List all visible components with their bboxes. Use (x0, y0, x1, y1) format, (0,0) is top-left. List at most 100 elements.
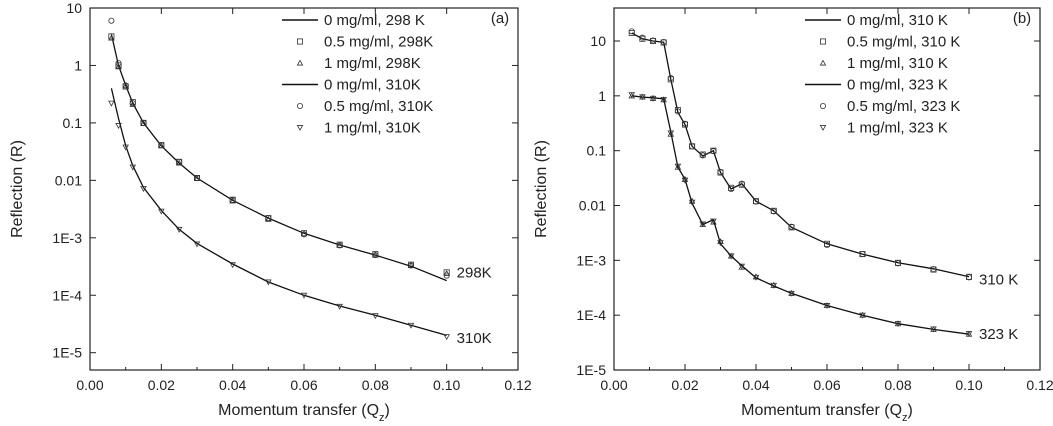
data-point (336, 303, 343, 310)
data-point (443, 269, 450, 276)
legend-label: 1 mg/ml, 310 K (847, 55, 948, 72)
data-point (115, 62, 122, 69)
data-point (823, 303, 831, 309)
data-point (300, 292, 308, 299)
series-5 (108, 100, 450, 341)
data-point (894, 321, 902, 328)
x-tick-label: 0.06 (813, 377, 840, 393)
series-4 (628, 28, 973, 281)
legend-label: 0.5 mg/ml, 310 K (847, 34, 960, 51)
data-point (966, 274, 973, 281)
series-line (110, 88, 447, 337)
series-5 (628, 92, 973, 338)
x-axis-title: Momentum transfer (Qz) (218, 402, 390, 424)
data-point (895, 260, 902, 267)
x-axis-close-paren: ) (908, 402, 913, 419)
legend-entry: 1 mg/ml, 323 K (819, 120, 948, 137)
data-point (122, 82, 129, 89)
legend-entry: 0.5 mg/ml, 310 K (820, 34, 960, 51)
x-tick-label: 0.06 (290, 377, 317, 393)
x-tick-label: 0.08 (362, 377, 389, 393)
x-tick-label: 0.04 (742, 377, 769, 393)
legend-label: 0.5 mg/ml, 298K (324, 34, 433, 51)
legend-marker (819, 125, 827, 131)
data-point (229, 262, 236, 269)
data-point (639, 94, 646, 101)
curve-annotation: 310 K (979, 271, 1018, 288)
panel-b: 0.00 0.02 0.04 0.06 0.08 0.10 0.12 10 1 0.1 0.01 1E… (533, 7, 1053, 424)
x-axis-subscript: z (902, 412, 908, 424)
legend-label: 1 mg/ml, 323 K (847, 120, 948, 137)
data-point (738, 180, 745, 187)
data-point (108, 17, 115, 24)
data-point (710, 218, 717, 225)
data-point (265, 279, 272, 286)
legend-marker (820, 103, 827, 110)
y-tick-label: 1E-4 (52, 287, 82, 303)
data-point (336, 242, 343, 249)
x-tick-label: 0.02 (148, 377, 175, 393)
y-axis-title: Reflection (R) (533, 140, 550, 238)
x-tick-label: 0.04 (219, 377, 246, 393)
x-tick-label: 0.00 (76, 377, 103, 393)
legend-label: 0.5 mg/ml, 323 K (847, 98, 960, 115)
data-point (115, 123, 122, 129)
legend-entry: 0.5 mg/ml, 310K (296, 98, 433, 115)
data-point (628, 29, 635, 36)
data-point (682, 120, 689, 127)
data-point (930, 266, 937, 273)
series-line (631, 32, 970, 278)
data-point (372, 313, 379, 320)
y-tick-label: 10 (66, 0, 82, 16)
data-point (265, 215, 272, 222)
legend-entry: 0 mg/ml, 310 K (805, 12, 948, 29)
data-point (770, 208, 777, 215)
x-tick-label: 0.02 (671, 377, 698, 393)
legend-entry: 0 mg/ml, 298 K (282, 12, 425, 29)
plot-frame (89, 7, 519, 371)
series-3 (110, 88, 447, 337)
data-point (300, 231, 307, 238)
legend-entry: 1 mg/ml, 310 K (819, 55, 948, 72)
data-point (372, 252, 379, 259)
data-point (639, 34, 646, 41)
data-point (115, 60, 122, 67)
legend-label: 0.5 mg/ml, 310K (324, 98, 433, 115)
panel-label: (b) (1013, 10, 1031, 27)
legend-marker (296, 59, 304, 66)
legend-entry: 1 mg/ml, 298K (296, 55, 421, 72)
legend-label: 0 mg/ml, 310 K (847, 12, 948, 29)
data-point (115, 63, 122, 70)
data-point (175, 226, 183, 233)
data-point (122, 144, 129, 151)
curve-annotation: 298K (457, 264, 492, 281)
legend-label: 0 mg/ml, 310K (324, 77, 421, 94)
data-point (688, 199, 696, 206)
y-tick-label: 0.01 (55, 172, 82, 188)
data-point (660, 96, 667, 103)
data-point (667, 75, 674, 82)
legend-entry: 0 mg/ml, 310K (282, 77, 421, 94)
legend-entry: 0 mg/ml, 323 K (805, 77, 948, 94)
data-point (140, 119, 147, 126)
data-point (108, 34, 115, 41)
data-point (930, 326, 937, 333)
data-point (443, 272, 450, 279)
series-line (110, 34, 447, 282)
legend-label: 1 mg/ml, 310K (324, 120, 421, 137)
legend-label: 1 mg/ml, 298K (324, 55, 421, 72)
y-tick-label: 1E-5 (576, 362, 606, 378)
data-point (336, 241, 343, 248)
data-point (717, 168, 724, 175)
data-point (738, 263, 746, 270)
data-point (667, 130, 675, 137)
series-0 (110, 34, 447, 282)
data-point (108, 33, 115, 40)
legend-marker (820, 38, 827, 45)
data-point (824, 242, 831, 249)
legend-marker (296, 125, 304, 131)
curve-annotation: 310K (457, 330, 492, 347)
x-tick-label: 0.12 (504, 377, 531, 393)
data-point (674, 163, 682, 170)
y-tick-label: 1E-4 (576, 307, 606, 323)
